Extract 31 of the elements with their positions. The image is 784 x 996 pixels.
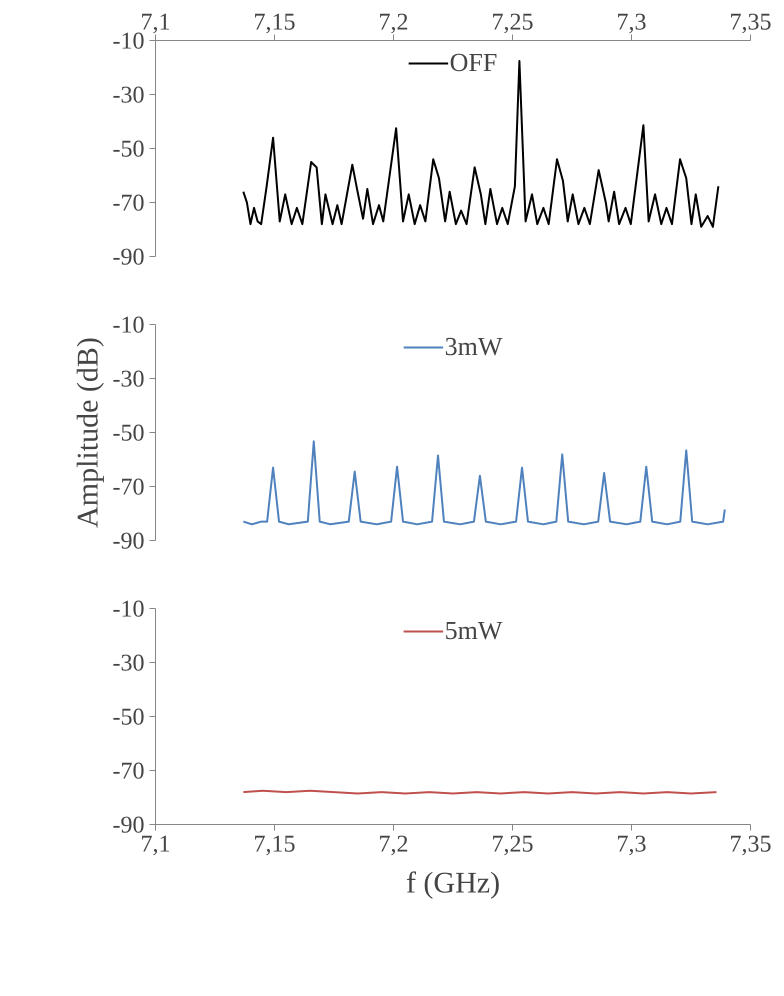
y-tick-label: -50 <box>112 420 145 446</box>
x-axis-title: f (GHz) <box>406 866 500 900</box>
y-tick-label: -10 <box>112 312 145 338</box>
line-series <box>242 440 726 526</box>
y-tick-label: -50 <box>112 704 145 730</box>
x2-tick-label: 7,25 <box>492 10 534 36</box>
y-tick-label: -10 <box>112 28 145 54</box>
x2-tick-label: 7,2 <box>378 10 408 36</box>
x2-tick-label: 7,3 <box>616 10 646 36</box>
x2-tick-label: 7,15 <box>254 10 296 36</box>
y-tick-label: -70 <box>112 190 145 216</box>
y-tick-label: -30 <box>112 82 145 108</box>
y-axis-title: Amplitude (dB) <box>72 337 105 528</box>
y-tick-label: -10 <box>112 596 145 622</box>
x-tick-label: 7,15 <box>254 832 296 858</box>
y-tick-label: -30 <box>112 650 145 676</box>
y-tick-label: -90 <box>112 244 145 270</box>
y-tick-label: -70 <box>112 474 145 500</box>
x-tick-label: 7,35 <box>730 832 772 858</box>
x-tick-label: 7,1 <box>140 832 170 858</box>
legend-label: OFF <box>450 48 498 78</box>
y-tick-label: -90 <box>112 528 145 554</box>
legend-label: 3mW <box>444 332 502 362</box>
x-tick-label: 7,2 <box>378 832 408 858</box>
x-tick-label: 7,3 <box>616 832 646 858</box>
y-tick-label: -30 <box>112 366 145 392</box>
x2-tick-label: 7,35 <box>730 10 772 36</box>
y-tick-label: -70 <box>112 758 145 784</box>
y-tick-label: -50 <box>112 136 145 162</box>
legend-label: 5mW <box>444 616 502 646</box>
x-tick-label: 7,25 <box>492 832 534 858</box>
